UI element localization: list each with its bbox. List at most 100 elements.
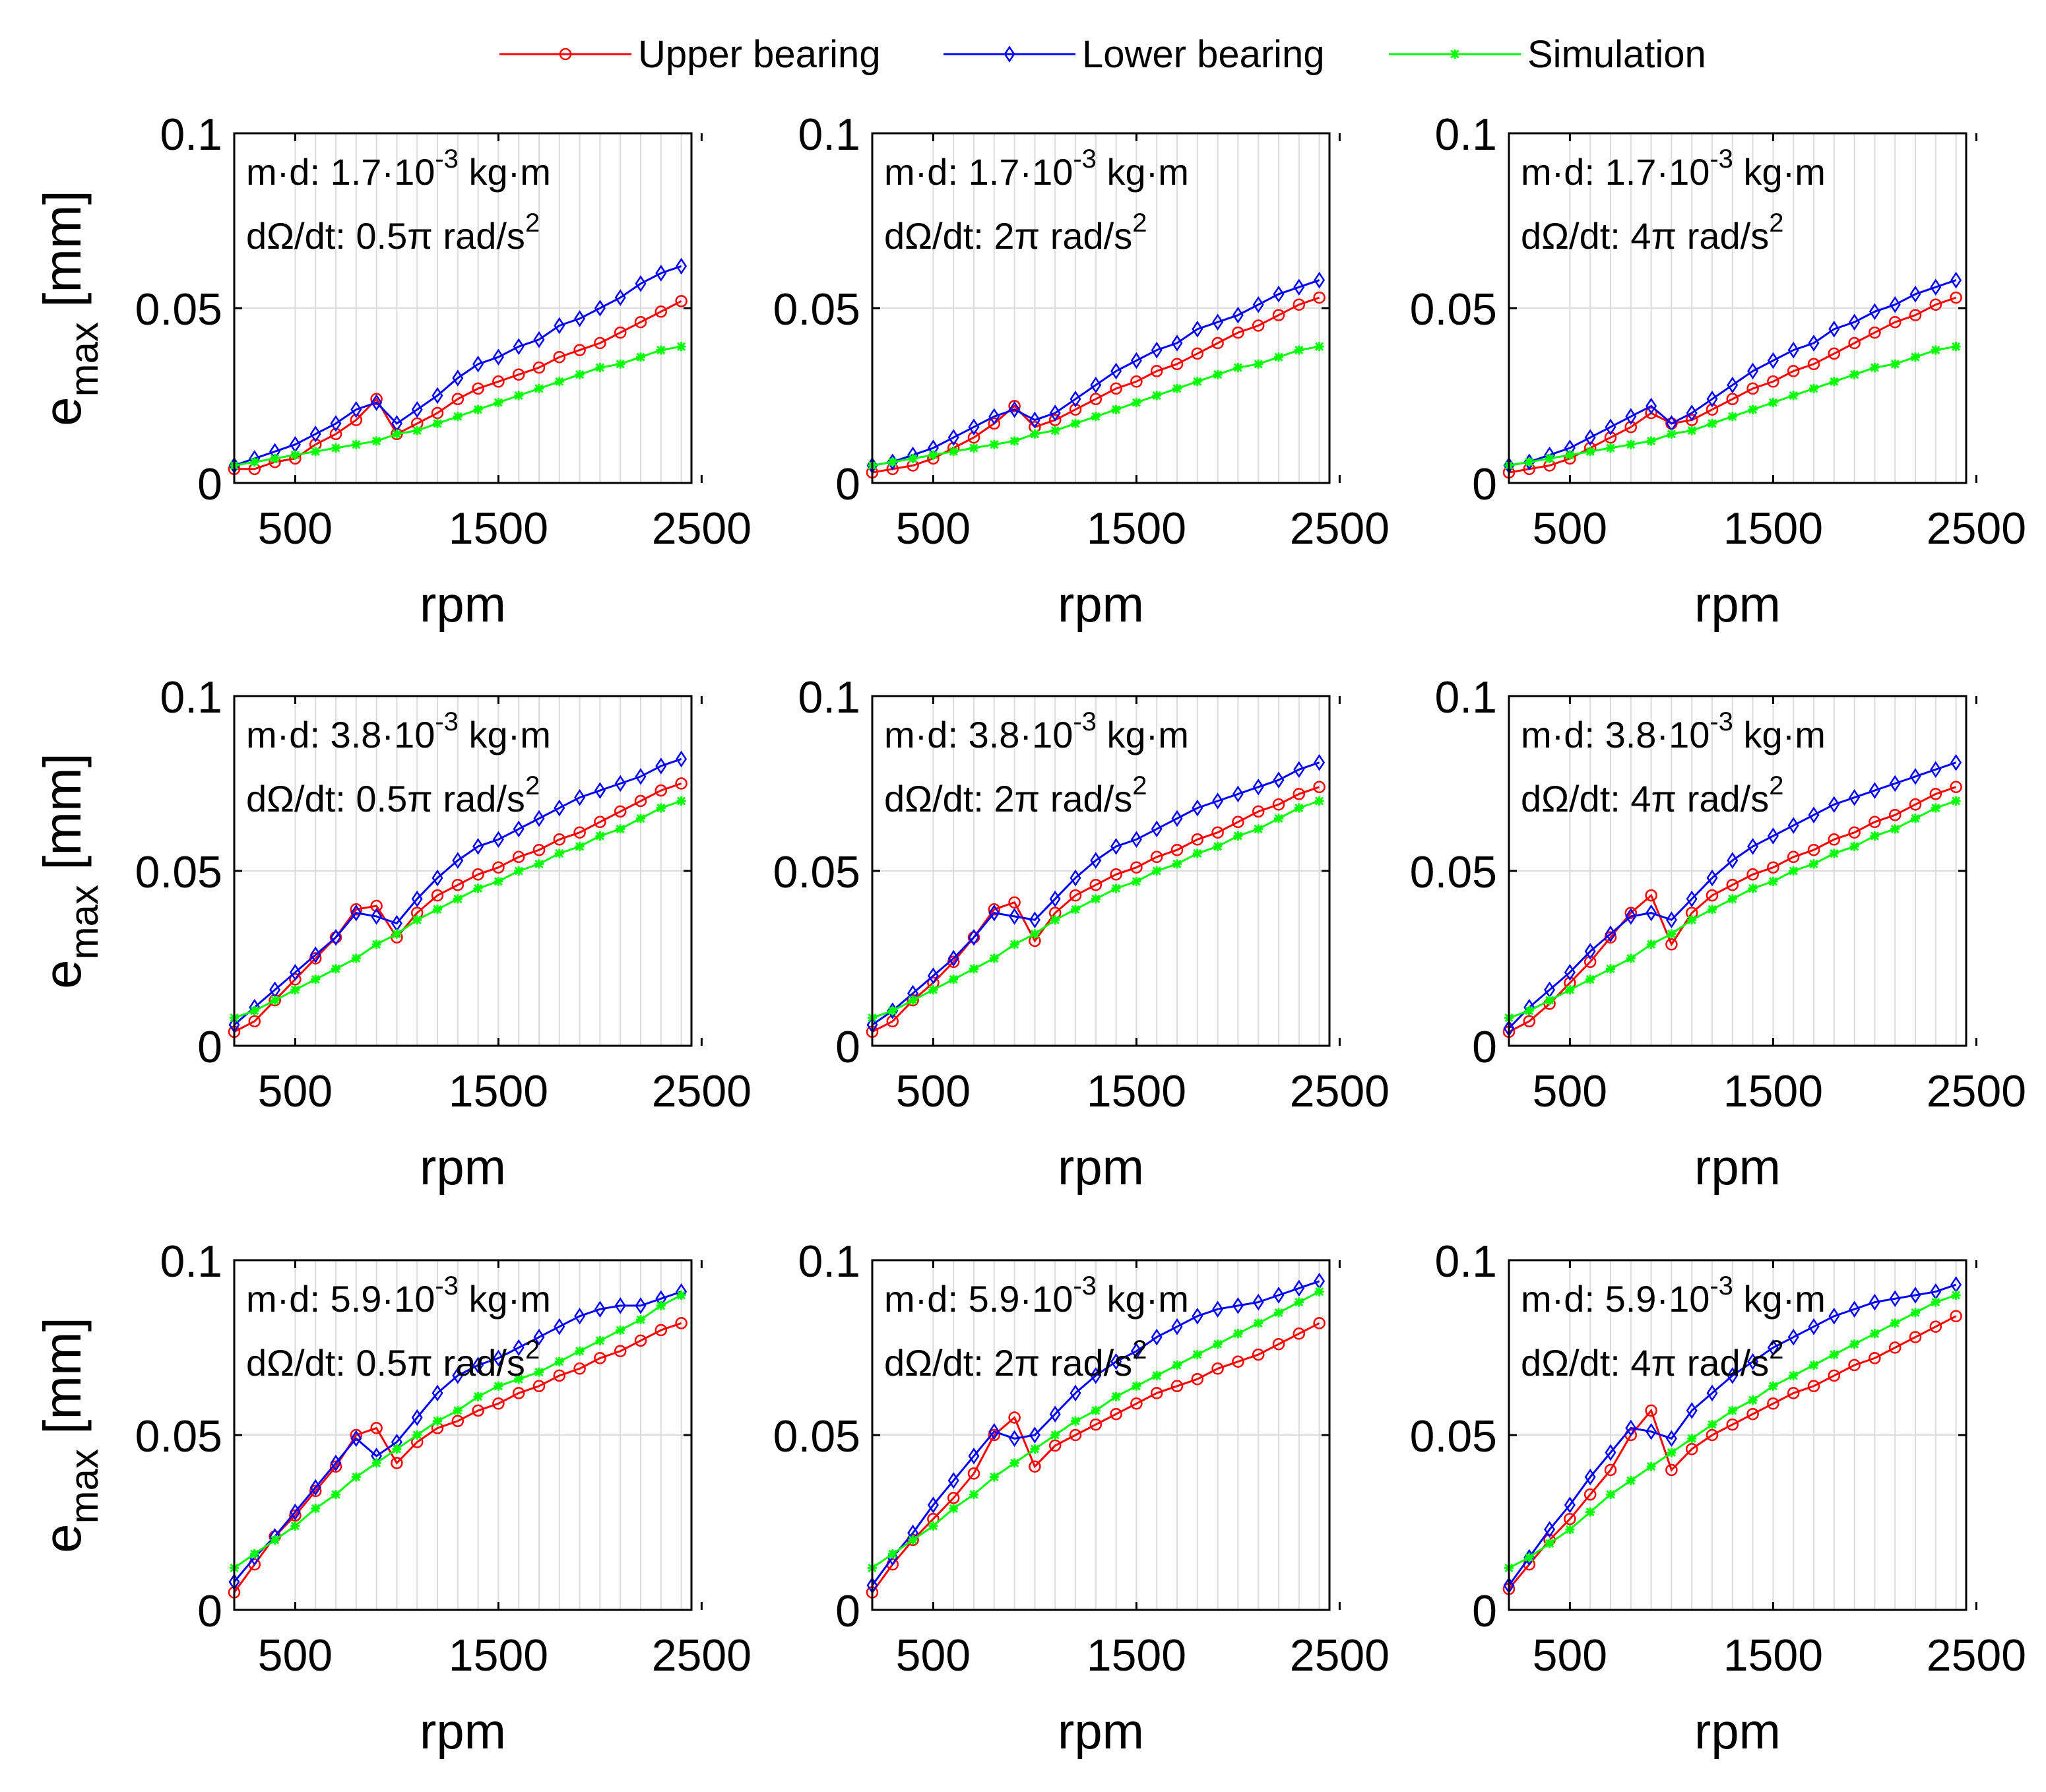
acceleration-label: dΩ/dt: 4π rad/s2	[1521, 208, 1783, 257]
data-point	[1089, 878, 1103, 891]
data-point	[1808, 806, 1820, 823]
acc-value: 2π	[994, 215, 1040, 257]
mass-eccentricity-label: m·d: 3.8·10-3 kg·m	[246, 707, 551, 755]
x-tick-label: 2500	[1927, 503, 2026, 554]
data-point	[1232, 1355, 1244, 1368]
data-point	[1685, 414, 1698, 426]
md-value: 5.9	[331, 1278, 382, 1320]
panel-annotation: m·d: 5.9·10-3 kg·m dΩ/dt: 0.5π rad/s2	[246, 1271, 551, 1384]
panel: 500 1500 2500 0 0.05 0.1 rpm m·d: 3.8·10-3 kg·m…	[1410, 672, 2026, 1196]
y-tick-label: 0.1	[160, 110, 222, 160]
data-point	[1646, 904, 1657, 922]
data-point	[1645, 1404, 1657, 1417]
x-tick-label: 1500	[449, 1630, 548, 1680]
data-point	[371, 1458, 381, 1468]
data-point	[1313, 781, 1326, 794]
data-point	[1625, 908, 1637, 925]
data-point	[949, 1504, 959, 1514]
data-point	[1090, 852, 1102, 869]
md-exponent: -3	[1710, 707, 1733, 736]
mass-eccentricity-label: m·d: 5.9·10-3 kg·m	[246, 1271, 551, 1320]
panel: 500 1500 2500 0 0.05 0.1 rpm m·d: 5.9·10-3 kg·m…	[1410, 1236, 2026, 1760]
ticks: 500 1500 2500 0 0.05 0.1	[773, 1236, 1390, 1680]
acc-exponent: 2	[525, 208, 540, 238]
data-point	[1951, 1291, 1961, 1300]
y-tick-label: 0	[835, 1586, 860, 1636]
y-tick-label: 0.1	[798, 672, 860, 722]
data-point	[513, 1339, 525, 1357]
data-point	[513, 338, 525, 356]
data-point	[1029, 911, 1040, 928]
y-tick-label: 0.05	[773, 1411, 860, 1461]
data-point	[1626, 439, 1636, 449]
y-tick-label: 0	[835, 459, 860, 509]
series-line	[234, 265, 682, 466]
data-point	[1232, 1297, 1244, 1314]
data-point	[1009, 940, 1019, 949]
data-point	[1049, 1405, 1061, 1423]
data-point	[1524, 1552, 1534, 1562]
data-point	[1313, 291, 1326, 304]
data-point	[1768, 1381, 1778, 1391]
data-point	[1152, 391, 1162, 400]
data-point	[574, 788, 586, 806]
panel: 500 1500 2500 0 0.05 0.1 rpm emax [mm] m·d: 1.7·…	[33, 110, 751, 633]
acc-exponent: 2	[1132, 771, 1147, 800]
data-point	[1111, 883, 1121, 893]
data-point	[908, 1535, 918, 1545]
data-point	[371, 908, 383, 925]
legend: Upper bearing Lower bearing Simulation	[499, 33, 1706, 76]
data-point	[1889, 1290, 1901, 1308]
data-point	[473, 1392, 483, 1401]
panel: 500 1500 2500 0 0.05 0.1 rpm m·d: 1.7·10-3 kg·m…	[1410, 110, 2026, 633]
acceleration-label: dΩ/dt: 2π rad/s2	[884, 771, 1147, 819]
data-point	[1272, 1337, 1285, 1351]
y-tick-label: 0.05	[1410, 284, 1497, 335]
data-point	[412, 426, 422, 435]
mass-eccentricity-label: m·d: 1.7·10-3 kg·m	[246, 144, 551, 193]
data-point	[249, 457, 259, 467]
data-point	[1564, 1496, 1576, 1514]
data-point	[908, 453, 918, 463]
data-point	[1930, 278, 1942, 296]
data-point	[1787, 850, 1800, 864]
data-point	[1524, 457, 1534, 467]
series-line	[872, 761, 1320, 1026]
data-point	[1009, 400, 1021, 418]
data-point	[1544, 1521, 1556, 1538]
data-point	[1009, 908, 1021, 925]
data-point	[1708, 1420, 1717, 1430]
data-point	[655, 305, 668, 318]
data-point	[1727, 852, 1739, 869]
data-point	[1192, 799, 1203, 817]
data-point	[1828, 347, 1841, 360]
data-point	[1029, 1460, 1041, 1473]
data-point	[887, 1006, 897, 1015]
data-point	[1211, 1362, 1224, 1375]
data-point	[1089, 393, 1103, 406]
acc-unit: rad/s	[1040, 778, 1132, 819]
data-point	[1869, 782, 1880, 799]
data-point	[928, 1521, 938, 1531]
data-point	[431, 406, 444, 420]
data-point	[575, 841, 585, 851]
data-point	[1132, 876, 1141, 886]
x-axis-label: rpm	[420, 577, 506, 633]
data-point	[1009, 436, 1019, 446]
data-point	[411, 400, 423, 418]
data-point	[1130, 375, 1143, 388]
data-point	[1849, 788, 1861, 806]
data-point	[988, 408, 1000, 426]
md-unit: kg·m	[1097, 1278, 1189, 1320]
data-point	[676, 750, 687, 768]
x-tick-label: 1500	[1087, 1630, 1186, 1680]
data-point	[1809, 1360, 1818, 1370]
data-point	[1212, 1300, 1224, 1318]
y-axis-symbol: e	[33, 1523, 92, 1553]
acc-unit: rad/s	[1677, 215, 1769, 257]
data-point	[1132, 1381, 1141, 1391]
data-point	[1213, 369, 1223, 379]
x-tick-label: 500	[896, 1630, 971, 1680]
data-point	[1071, 1416, 1080, 1426]
md-value: 3.8	[969, 714, 1020, 755]
